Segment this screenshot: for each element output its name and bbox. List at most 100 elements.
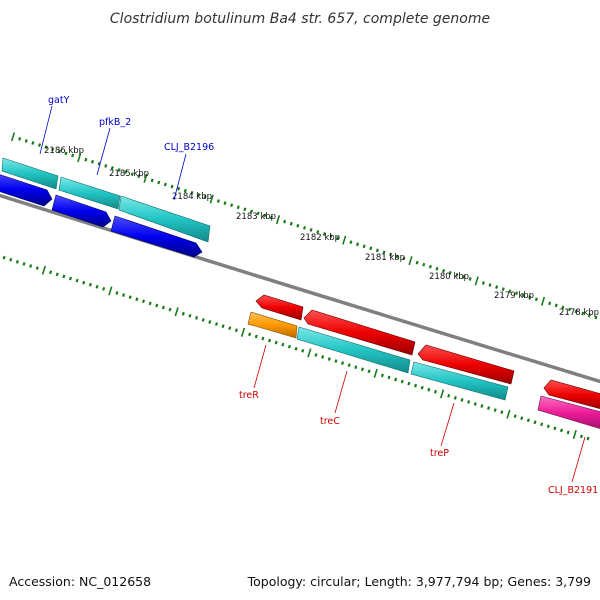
minor-tick <box>526 418 530 423</box>
minor-tick <box>501 287 505 291</box>
minor-tick <box>214 322 219 326</box>
forward-strand-genes <box>0 157 211 258</box>
minor-tick <box>422 262 426 267</box>
minor-tick <box>301 348 305 353</box>
minor-tick <box>236 205 240 210</box>
major-tick <box>275 215 281 225</box>
minor-tick <box>387 375 391 380</box>
minor-tick <box>170 184 174 189</box>
major-tick <box>209 194 214 204</box>
minor-tick <box>349 240 353 245</box>
major-tick <box>342 235 347 245</box>
minor-tick <box>395 254 399 259</box>
minor-tick <box>321 355 325 359</box>
minor-tick <box>62 274 66 279</box>
minor-tick <box>579 434 583 439</box>
leader-line <box>571 436 586 483</box>
minor-tick <box>124 170 128 174</box>
minor-tick <box>122 293 126 297</box>
gene-arrow-blue-mid[interactable] <box>51 194 112 228</box>
minor-tick <box>314 353 318 357</box>
kbp-label: 2180 kbp <box>429 272 469 282</box>
minor-tick <box>355 242 360 247</box>
gene-labels-bottom: treR treC treP CLJ_B2191 <box>239 344 598 496</box>
gene-label-treC[interactable]: treC <box>320 416 340 427</box>
tick-row-lower <box>2 255 590 441</box>
minor-tick <box>546 424 550 429</box>
minor-tick <box>560 428 564 433</box>
minor-tick <box>554 303 558 308</box>
minor-tick <box>230 203 234 208</box>
minor-tick <box>102 287 106 291</box>
minor-tick <box>468 277 472 281</box>
minor-tick <box>296 223 300 228</box>
kbp-label: 2186 kbp <box>44 146 84 156</box>
kbp-label: 2184 kbp <box>172 192 212 202</box>
minor-tick <box>493 408 497 412</box>
minor-tick <box>128 295 132 300</box>
minor-tick <box>9 257 13 262</box>
minor-tick <box>567 307 572 312</box>
gene-arrow-treP[interactable] <box>410 361 509 401</box>
gene-arrow-treR[interactable] <box>247 311 298 339</box>
minor-tick <box>150 178 154 183</box>
gene-label-pfkB-2[interactable]: pfkB_2 <box>99 117 131 128</box>
minor-tick <box>513 414 517 419</box>
minor-tick <box>427 387 431 392</box>
gene-arrow-gatY[interactable] <box>1 157 59 190</box>
minor-tick <box>433 389 437 394</box>
gene-label-CLJ-B2191[interactable]: CLJ_B2191 <box>548 485 598 496</box>
major-tick <box>143 173 148 183</box>
minor-tick <box>302 225 307 230</box>
minor-tick <box>414 383 418 388</box>
minor-tick <box>2 255 6 260</box>
topology-text: Topology: circular; Length: 3,977,794 bp… <box>247 574 591 589</box>
minor-tick <box>548 301 552 306</box>
minor-tick <box>367 369 371 374</box>
minor-tick <box>520 416 524 421</box>
minor-tick <box>135 297 139 302</box>
major-tick <box>10 132 16 142</box>
minor-tick <box>75 278 79 283</box>
kbp-label: 2179 kbp <box>494 291 534 301</box>
gene-arrow-CLJ-B2196[interactable] <box>118 195 211 243</box>
minor-tick <box>137 174 141 179</box>
gene-label-treP[interactable]: treP <box>430 448 449 459</box>
minor-tick <box>195 316 199 320</box>
minor-tick <box>68 276 73 281</box>
gene-arrow-blue-right[interactable] <box>110 215 203 258</box>
minor-tick <box>256 211 260 216</box>
minor-tick <box>249 209 254 214</box>
gene-label-CLJ-B2196[interactable]: CLJ_B2196 <box>164 142 214 153</box>
minor-tick <box>587 313 591 318</box>
minor-tick <box>473 402 477 406</box>
gene-arrow-treC[interactable] <box>296 326 411 374</box>
minor-tick <box>161 305 165 310</box>
gene-arrow-blue-left[interactable] <box>0 173 53 207</box>
minor-tick <box>508 289 512 294</box>
major-tick <box>77 153 82 163</box>
minor-tick <box>31 141 35 145</box>
major-tick <box>572 429 577 439</box>
minor-tick <box>581 311 585 316</box>
minor-tick <box>29 264 33 268</box>
gene-arrow-red-4[interactable] <box>543 379 600 410</box>
minor-tick <box>540 422 544 427</box>
gene-arrow-red-1[interactable] <box>255 294 304 321</box>
minor-tick <box>97 161 101 166</box>
minor-tick <box>57 149 61 154</box>
gene-arrow-pfkB-2[interactable] <box>58 176 121 210</box>
minor-tick <box>341 361 345 365</box>
major-tick <box>408 256 413 266</box>
minor-tick <box>294 346 298 351</box>
gene-arrow-red-3[interactable] <box>417 344 515 385</box>
minor-tick <box>221 324 225 328</box>
minor-tick <box>514 291 519 296</box>
gene-arrow-CLJ-B2191[interactable] <box>537 395 600 430</box>
gene-labels-top: gatY pfkB_2 CLJ_B2196 <box>39 95 214 201</box>
gene-label-treR[interactable]: treR <box>239 390 259 401</box>
minor-tick <box>269 215 273 220</box>
gene-label-gatY[interactable]: gatY <box>48 95 70 106</box>
gene-arrow-red-2[interactable] <box>303 309 416 356</box>
